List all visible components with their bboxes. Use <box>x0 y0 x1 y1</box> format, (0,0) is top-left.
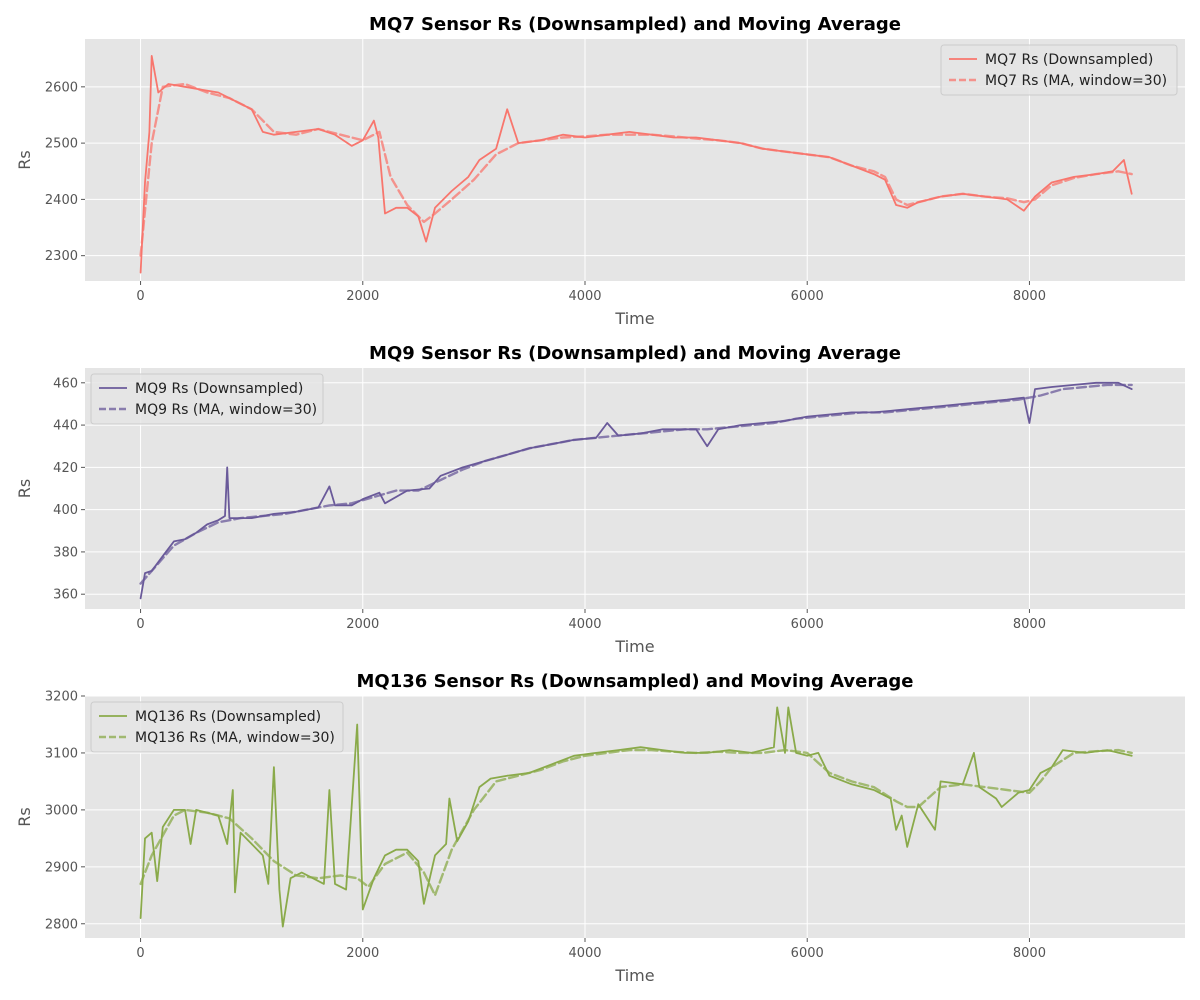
x-tick-label: 8000 <box>1013 946 1046 961</box>
y-tick-label: 440 <box>53 419 78 434</box>
legend: MQ7 Rs (Downsampled) MQ7 Rs (MA, window=3… <box>940 44 1178 96</box>
chart-panel-3: 0 2000 4000 6000 8000 2800 2900 3000 3100 3200 MQ1… <box>15 671 1185 985</box>
legend: MQ9 Rs (Downsampled) MQ9 Rs (MA, window=3… <box>90 373 324 425</box>
y-tick-label: 360 <box>53 588 78 603</box>
legend-entry: MQ9 Rs (MA, window=30) <box>135 402 317 418</box>
chart-title: MQ7 Sensor Rs (Downsampled) and Moving A… <box>369 14 901 35</box>
y-tick-label: 3100 <box>45 746 78 761</box>
x-tick-label: 6000 <box>791 289 824 304</box>
moving-average-line <box>139 748 1133 897</box>
x-tick-label: 6000 <box>791 946 824 961</box>
legend-entry: MQ9 Rs (Downsampled) <box>135 381 303 397</box>
legend-entry: MQ7 Rs (MA, window=30) <box>985 73 1167 89</box>
y-axis-label: Rs <box>15 150 34 169</box>
x-tick-label: 4000 <box>568 617 601 632</box>
moving-average-line <box>139 383 1133 585</box>
y-axis-label: Rs <box>15 807 34 826</box>
legend: MQ136 Rs (Downsampled) MQ136 Rs (MA, wind… <box>90 701 344 753</box>
x-tick-label: 0 <box>136 617 144 632</box>
y-tick-label: 2500 <box>45 137 78 152</box>
chart-title: MQ9 Sensor Rs (Downsampled) and Moving A… <box>369 343 901 364</box>
x-tick-label: 8000 <box>1013 617 1046 632</box>
x-tick-label: 4000 <box>568 946 601 961</box>
y-tick-label: 380 <box>53 545 78 560</box>
chart-panel-2: 0 2000 4000 6000 8000 360 380 400 420 440 460 MQ9 S… <box>15 343 1185 656</box>
legend-box <box>90 373 324 425</box>
legend-entry: MQ136 Rs (MA, window=30) <box>135 730 335 746</box>
y-tick-label: 420 <box>53 461 78 476</box>
y-tick-label: 400 <box>53 503 78 518</box>
legend-entry: MQ7 Rs (Downsampled) <box>985 52 1153 68</box>
legend-box <box>90 701 344 753</box>
x-tick-label: 0 <box>136 946 144 961</box>
y-tick-label: 3200 <box>45 690 78 705</box>
y-axis-label: Rs <box>15 479 34 498</box>
x-tick-label: 2000 <box>346 289 379 304</box>
chart-title: MQ136 Sensor Rs (Downsampled) and Moving… <box>357 671 914 692</box>
chart-panel-1: 0 2000 4000 6000 8000 2300 2400 2500 2600 MQ7 Sen… <box>15 14 1185 328</box>
y-tick-label: 460 <box>53 376 78 391</box>
legend-entry: MQ136 Rs (Downsampled) <box>135 709 321 725</box>
x-tick-label: 4000 <box>568 289 601 304</box>
x-axis-label: Time <box>614 309 654 328</box>
moving-average-line <box>139 82 1133 257</box>
y-tick-label: 2300 <box>45 249 78 264</box>
y-tick-label: 2900 <box>45 860 78 875</box>
x-tick-label: 0 <box>136 289 144 304</box>
downsampled-line <box>139 706 1133 928</box>
x-tick-label: 2000 <box>346 946 379 961</box>
y-tick-label: 2600 <box>45 80 78 95</box>
x-tick-label: 2000 <box>346 617 379 632</box>
y-tick-label: 2800 <box>45 917 78 932</box>
y-tick-label: 3000 <box>45 803 78 818</box>
x-axis-label: Time <box>614 966 654 985</box>
legend-box <box>940 44 1178 96</box>
x-tick-label: 6000 <box>791 617 824 632</box>
x-tick-label: 8000 <box>1013 289 1046 304</box>
y-tick-label: 2400 <box>45 193 78 208</box>
x-axis-label: Time <box>614 637 654 656</box>
